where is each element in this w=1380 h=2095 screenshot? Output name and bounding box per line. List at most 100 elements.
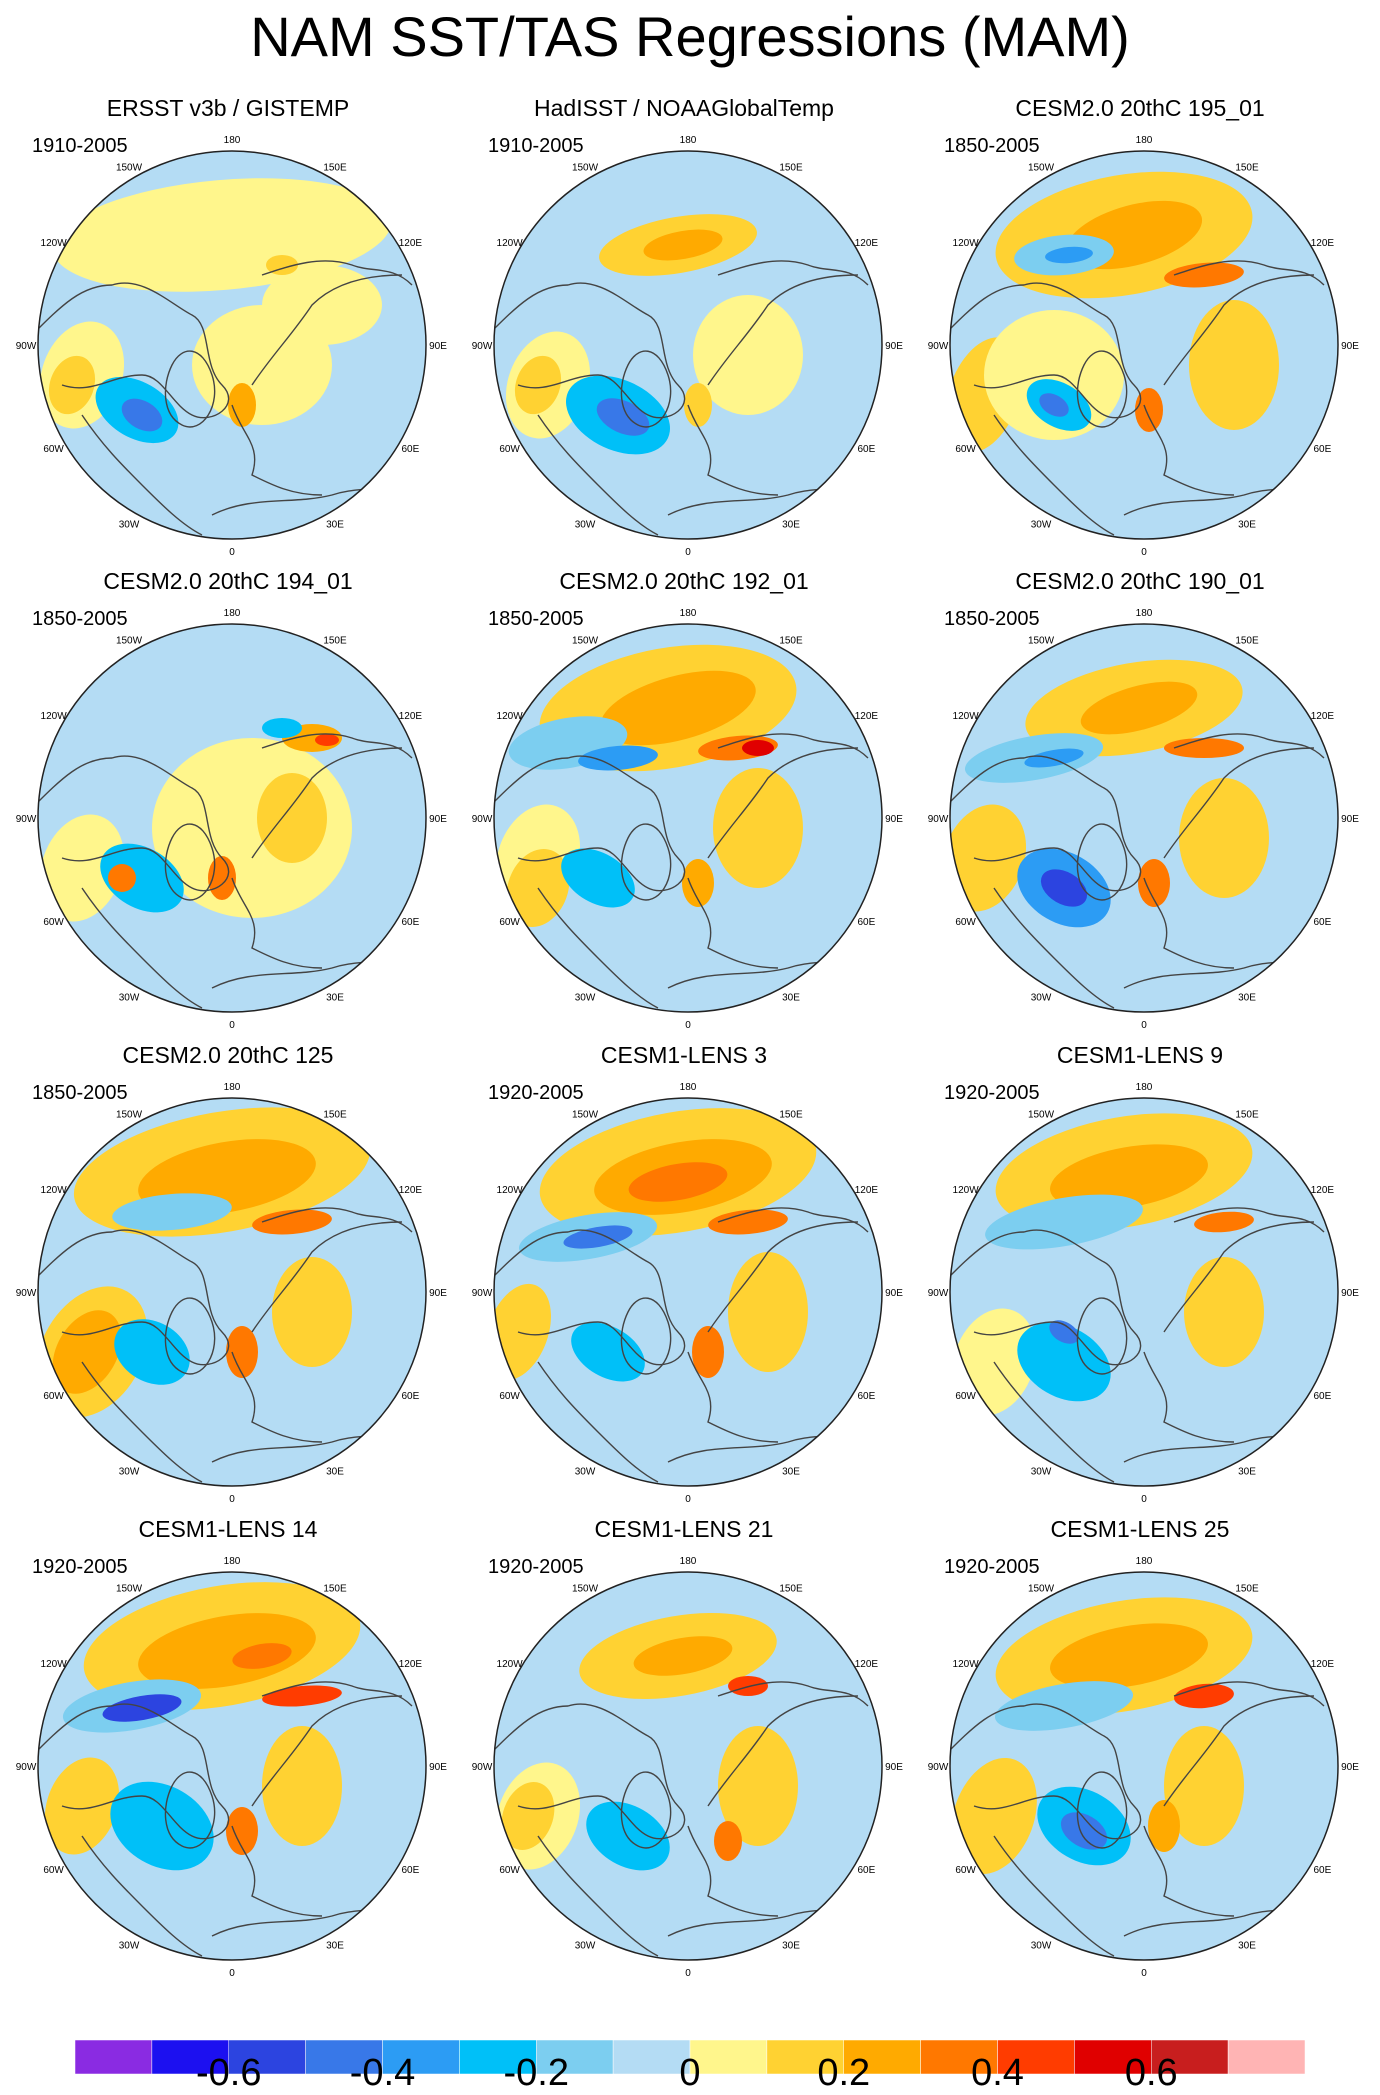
anomaly-blob [1040, 869, 1088, 907]
longitude-label: 90E [429, 1288, 447, 1299]
coastline [38, 1229, 230, 1366]
anomaly-blob [52, 1310, 122, 1394]
longitude-label: 120E [399, 1185, 423, 1196]
anomaly-blob [1194, 1211, 1254, 1233]
coastline [251, 274, 403, 386]
map-panel: 180 150E 120E 90E 60E 30E 0 30W 60W 90W 120W 150W CE… [912, 95, 1368, 565]
coastline [993, 887, 1115, 1009]
coastline [81, 1361, 203, 1483]
anomaly-blob [100, 843, 184, 913]
longitude-label: 60E [1314, 917, 1332, 928]
longitude-label: 90E [1341, 1762, 1359, 1773]
coastline [1076, 350, 1128, 428]
coastline [38, 282, 230, 419]
colorbar-swatch [459, 2040, 537, 2075]
map-panel: 180 150E 120E 90E 60E 30E 0 30W 60W 90W 120W 150W CE… [456, 1042, 912, 1512]
longitude-label: 180 [224, 135, 241, 146]
coastline [494, 1229, 686, 1366]
longitude-label: 30E [782, 1940, 800, 1951]
panel-title: CESM2.0 20thC 194_01 [103, 568, 353, 594]
anomaly-blob [586, 1801, 670, 1871]
anomaly-blob [228, 383, 256, 427]
colorbar-swatch [689, 2040, 768, 2075]
longitude-label: 90W [928, 1762, 949, 1773]
longitude-label: 150E [323, 1110, 347, 1121]
longitude-label: 30W [119, 1940, 140, 1951]
longitude-label: 30E [326, 1940, 344, 1951]
longitude-label: 0 [229, 1968, 235, 1979]
coastline [687, 1825, 779, 1917]
longitude-label: 120W [41, 711, 68, 722]
longitude-label: 60W [955, 444, 976, 455]
longitude-label: 90W [472, 1762, 493, 1773]
colorbar-swatch [766, 2040, 844, 2075]
longitude-label: 120E [1311, 1185, 1335, 1196]
map-border [37, 1097, 427, 1487]
longitude-label: 30E [782, 1466, 800, 1477]
longitude-label: 30E [326, 519, 344, 530]
colorbar-label: 0.2 [817, 2052, 871, 2094]
longitude-label: 150E [1235, 163, 1259, 174]
map-panel: 180 150E 120E 90E 60E 30E 0 30W 60W 90W 120W 150W CE… [912, 568, 1368, 1038]
polar-map: 180 150E 120E 90E 60E 30E 0 30W 60W 90W 120W 150W [16, 1082, 448, 1505]
longitude-label: 150E [1235, 1110, 1259, 1121]
longitude-label: 120E [399, 1659, 423, 1670]
longitude-label: 90W [16, 1288, 37, 1299]
anomaly-blob [713, 768, 803, 888]
longitude-label: 60W [43, 917, 64, 928]
polar-map: 180 150E 120E 90E 60E 30E 0 30W 60W 90W 120W 150W [16, 135, 448, 558]
coastline [81, 887, 203, 1009]
coastline [537, 414, 659, 536]
panel-period: 1850-2005 [488, 608, 584, 630]
panel-period: 1920-2005 [488, 1556, 584, 1578]
polar-map: 180 150E 120E 90E 60E 30E 0 30W 60W 90W 120W 150W [16, 1556, 448, 1979]
anomaly-blob [226, 1807, 258, 1855]
longitude-label: 30W [1031, 1940, 1052, 1951]
map-panel: 180 150E 120E 90E 60E 30E 0 30W 60W 90W 120W 150W CE… [912, 1042, 1368, 1512]
anomaly-blob [1164, 1726, 1244, 1846]
map-field [494, 151, 882, 539]
anomaly-blob [742, 740, 774, 756]
anomaly-blob [718, 1726, 798, 1846]
map-field [494, 1572, 882, 1960]
coastline [993, 414, 1115, 536]
anomaly-blob [1039, 393, 1069, 417]
longitude-label: 90E [1341, 341, 1359, 352]
map-field [950, 1572, 1338, 1960]
longitude-label: 120W [497, 238, 524, 249]
longitude-label: 90W [16, 1762, 37, 1773]
longitude-label: 120E [399, 238, 423, 249]
polar-map: 180 150E 120E 90E 60E 30E 0 30W 60W 90W 120W 150W [928, 1556, 1360, 1979]
coastline [81, 1835, 203, 1957]
coastline [38, 1703, 230, 1840]
longitude-label: 60E [1314, 1391, 1332, 1402]
anomaly-blob [1080, 681, 1198, 735]
longitude-label: 60E [402, 1865, 420, 1876]
longitude-label: 120W [953, 1659, 980, 1670]
anomaly-blob [266, 255, 298, 275]
longitude-label: 60W [499, 1865, 520, 1876]
coastline [1163, 747, 1315, 859]
anomaly-blob [951, 1757, 1037, 1875]
coastline [717, 733, 869, 759]
anomaly-blob [102, 1694, 182, 1722]
coastline [251, 1695, 403, 1807]
anomaly-blob [1174, 1683, 1234, 1709]
longitude-label: 120W [41, 1659, 68, 1670]
longitude-label: 0 [229, 1494, 235, 1505]
coastline [164, 1297, 216, 1375]
longitude-label: 60W [955, 1391, 976, 1402]
anomaly-blob [1164, 262, 1244, 288]
map-panel: 180 150E 120E 90E 60E 30E 0 30W 60W 90W 120W 150W Ha… [456, 95, 912, 565]
colorbar-label: -0.2 [503, 2052, 569, 2094]
colorbar-label: 0.6 [1124, 2052, 1178, 2094]
longitude-label: 30W [575, 1466, 596, 1477]
longitude-label: 180 [1136, 1082, 1153, 1093]
anomaly-blob [561, 848, 635, 908]
longitude-label: 30W [1031, 992, 1052, 1003]
longitude-label: 60W [43, 1391, 64, 1402]
longitude-label: 0 [1141, 547, 1147, 558]
polar-map: 180 150E 120E 90E 60E 30E 0 30W 60W 90W 120W 150W [472, 135, 904, 558]
longitude-label: 90W [928, 1288, 949, 1299]
colorbar-swatch [612, 2040, 691, 2075]
